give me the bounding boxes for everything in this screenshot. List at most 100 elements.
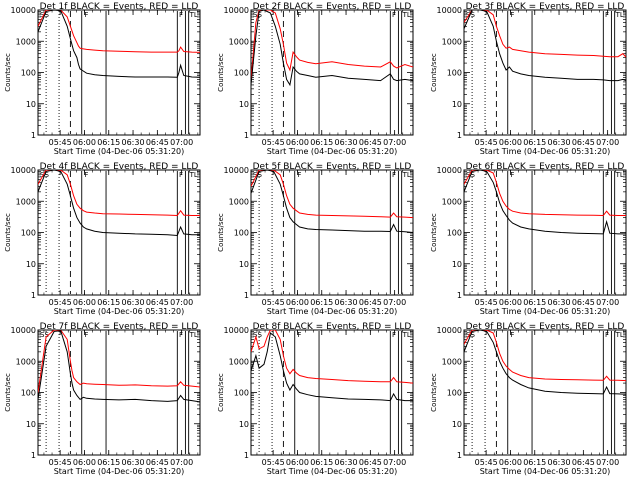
flag-label: F (297, 171, 301, 179)
y-tick-label: 10 (26, 260, 36, 269)
y-axis-label: Counts/sec (430, 373, 438, 412)
x-tick-label: 06:45 (146, 298, 169, 307)
y-tick-label: 100 (234, 389, 249, 398)
x-tick-label: 06:45 (572, 458, 595, 467)
events-series-line (38, 330, 200, 403)
x-tick-label: 06:00 (73, 298, 96, 307)
panel-title: Det 6f BLACK = Events, RED = LLD (466, 162, 625, 172)
x-tick-label: 06:45 (146, 458, 169, 467)
y-tick-label: 10000 (224, 6, 249, 15)
x-tick-label: 07:00 (596, 298, 619, 307)
x-tick-label: 06:15 (523, 138, 546, 147)
x-tick-label: 06:00 (286, 298, 309, 307)
events-series-line (464, 10, 626, 82)
x-tick-label: 07:00 (383, 298, 406, 307)
y-tick-label: 100 (447, 229, 462, 238)
x-tick-label: 07:00 (596, 138, 619, 147)
x-tick-label: 07:00 (170, 298, 193, 307)
flag-label: F (510, 11, 514, 19)
y-tick-label: 10000 (11, 166, 36, 175)
x-tick-label: 06:30 (122, 458, 145, 467)
events-series-line (251, 170, 413, 233)
flag-label: F (605, 171, 609, 179)
y-tick-label: 100 (21, 229, 36, 238)
x-tick-label: 06:00 (286, 458, 309, 467)
x-tick-label: 06:30 (335, 298, 358, 307)
flag-label: F (84, 171, 88, 179)
x-tick-label: 05:45 (49, 298, 72, 307)
events-series-line (464, 330, 626, 395)
flag-label: TL (615, 171, 624, 179)
y-axis-label: Counts/sec (217, 53, 225, 92)
y-tick-label: 10000 (437, 166, 462, 175)
flag-label: F (84, 331, 88, 339)
series-group (38, 170, 200, 237)
x-axis-label: Start Time (04-Dec-06 05:31:20) (54, 307, 185, 316)
plot-frame (37, 329, 201, 456)
x-tick-label: 07:00 (170, 138, 193, 147)
series-group (38, 330, 200, 403)
flag-label: TL (615, 11, 624, 19)
y-axis-label: Counts/sec (430, 213, 438, 252)
y-tick-label: 10 (452, 260, 462, 269)
y-tick-label: 1 (31, 451, 36, 460)
y-axis-label: Counts/sec (4, 373, 12, 412)
y-tick-label: 1000 (16, 197, 36, 206)
x-tick-label: 06:15 (523, 298, 546, 307)
y-tick-label: 100 (234, 229, 249, 238)
x-tick-label: 06:00 (499, 138, 522, 147)
x-tick-label: 06:30 (548, 298, 571, 307)
flag-label: TL (615, 331, 624, 339)
x-tick-label: 07:00 (383, 138, 406, 147)
flag-label: TL (402, 331, 411, 339)
events-series-line (251, 332, 413, 402)
x-tick-label: 06:30 (335, 138, 358, 147)
flag-label: F (179, 11, 183, 19)
y-tick-label: 1 (457, 131, 462, 140)
y-tick-label: 10 (452, 420, 462, 429)
flag-label: F (84, 11, 88, 19)
flag-label: TL (402, 171, 411, 179)
y-axis-label: Counts/sec (4, 53, 12, 92)
x-axis-label: Start Time (04-Dec-06 05:31:20) (267, 307, 398, 316)
x-axis-label: Start Time (04-Dec-06 05:31:20) (267, 147, 398, 156)
y-tick-label: 10000 (11, 326, 36, 335)
detector-panel-1: 1 10 100 1000 10000 05:45 06:00 06:15 06:30 06:45… (4, 2, 201, 156)
x-tick-label: 06:45 (359, 138, 382, 147)
y-tick-label: 1 (457, 451, 462, 460)
x-tick-label: 06:15 (97, 298, 120, 307)
flag-label: SS (40, 331, 49, 339)
flag-label: F (297, 11, 301, 19)
x-tick-label: 06:15 (310, 138, 333, 147)
y-tick-label: 1000 (442, 357, 462, 366)
x-tick-label: 06:30 (548, 138, 571, 147)
flag-label: TL (189, 171, 198, 179)
y-tick-label: 100 (21, 389, 36, 398)
series-group (464, 330, 626, 395)
y-axis-label: Counts/sec (217, 213, 225, 252)
series-group (38, 10, 200, 78)
panel-title: Det 4f BLACK = Events, RED = LLD (40, 162, 199, 172)
y-tick-label: 100 (21, 69, 36, 78)
x-axis-label: Start Time (04-Dec-06 05:31:20) (480, 307, 611, 316)
y-tick-label: 1000 (16, 357, 36, 366)
lld-series-line (38, 170, 200, 217)
events-series-line (251, 10, 413, 87)
flag-label: TL (189, 331, 198, 339)
flag-label: TL (402, 11, 411, 19)
y-tick-label: 10000 (437, 326, 462, 335)
lld-series-line (251, 330, 413, 384)
plot-frame (463, 329, 627, 456)
y-tick-label: 10 (26, 100, 36, 109)
events-series-line (38, 170, 200, 237)
y-tick-label: 1 (31, 131, 36, 140)
x-tick-label: 05:45 (49, 458, 72, 467)
panel-title: Det 8f BLACK = Events, RED = LLD (253, 322, 412, 332)
x-tick-label: 07:00 (383, 458, 406, 467)
lld-series-line (38, 330, 200, 393)
panel-title: Det 2f BLACK = Events, RED = LLD (253, 2, 412, 12)
x-tick-label: 06:30 (335, 458, 358, 467)
x-tick-label: 07:00 (596, 458, 619, 467)
lld-series-line (464, 10, 626, 58)
